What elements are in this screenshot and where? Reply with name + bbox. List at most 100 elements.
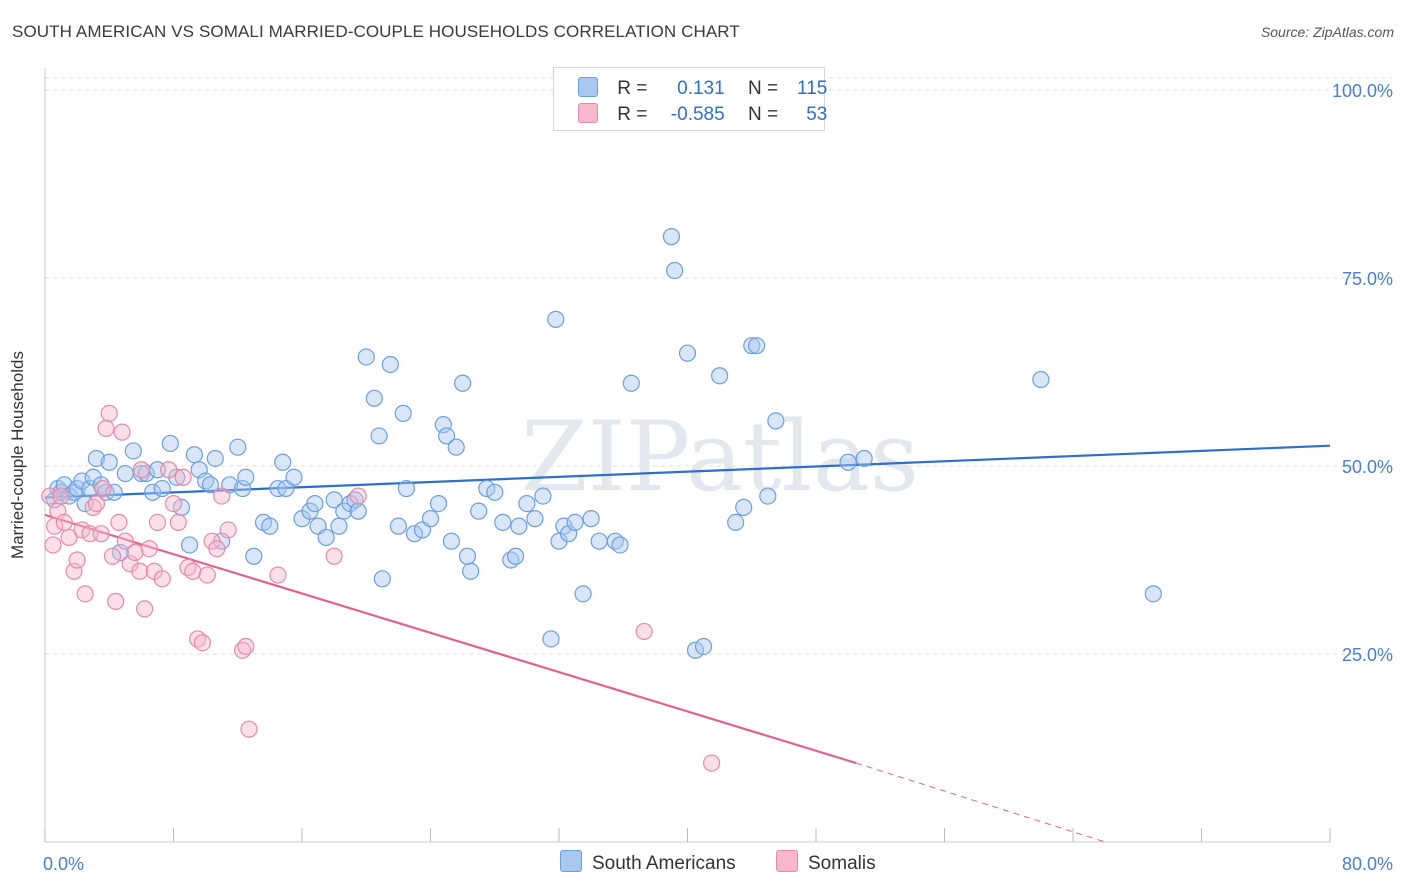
- point-somali: [237, 637, 255, 656]
- point-south-american: [100, 453, 118, 471]
- chart-title: SOUTH AMERICAN VS SOMALI MARRIED-COUPLE …: [12, 22, 740, 41]
- point-south-american: [144, 483, 162, 501]
- point-south-american: [759, 487, 777, 505]
- point-somali: [126, 543, 144, 562]
- point-somali: [97, 419, 115, 437]
- legend-r-value: -0.585: [670, 104, 725, 125]
- point-somali: [68, 551, 86, 569]
- axes: [44, 68, 1331, 843]
- series-swatch-pink: [776, 850, 798, 872]
- legend-n-value: 115: [797, 78, 828, 99]
- point-south-american: [373, 570, 391, 588]
- y-tick-label: 25.0%: [1342, 645, 1393, 665]
- series-label: Somalis: [808, 853, 876, 874]
- legend-r-value: 0.131: [677, 78, 725, 99]
- point-south-american: [132, 464, 150, 483]
- point-south-american: [330, 517, 348, 535]
- point-south-american: [442, 532, 460, 550]
- point-somali: [44, 536, 62, 554]
- point-south-american: [185, 446, 203, 464]
- point-south-american: [206, 449, 224, 468]
- point-south-american: [365, 389, 383, 407]
- point-south-american: [370, 427, 388, 445]
- point-somali: [349, 487, 367, 505]
- point-south-american: [574, 585, 592, 603]
- point-south-american: [454, 374, 472, 392]
- y-tick-label: 75.0%: [1342, 269, 1393, 289]
- x-tick-label: 0.0%: [43, 854, 84, 874]
- point-south-american: [274, 453, 292, 471]
- series-swatch-blue: [560, 850, 582, 872]
- point-somali: [148, 513, 167, 532]
- point-somali: [140, 540, 159, 558]
- point-somali: [219, 521, 237, 539]
- point-somali: [94, 479, 112, 498]
- point-south-american: [462, 562, 480, 580]
- point-south-american: [405, 525, 424, 543]
- point-south-american: [237, 468, 255, 486]
- point-south-american: [686, 641, 705, 659]
- point-south-american: [111, 543, 130, 562]
- series-legend-south-americans[interactable]: South Americans: [560, 850, 736, 875]
- point-south-american: [317, 528, 335, 547]
- point-south-american: [437, 427, 456, 445]
- point-south-american: [566, 513, 584, 532]
- legend-swatch-pink: [578, 103, 598, 123]
- point-somali: [103, 547, 122, 565]
- point-south-american: [542, 630, 560, 648]
- point-somali: [153, 570, 171, 588]
- point-south-american: [180, 536, 199, 554]
- point-south-american: [743, 337, 761, 355]
- point-south-american: [611, 536, 629, 554]
- point-south-american: [767, 412, 785, 430]
- point-somali: [113, 423, 131, 441]
- point-south-american: [389, 517, 407, 535]
- point-south-american: [357, 348, 375, 366]
- point-south-american: [229, 438, 247, 456]
- point-south-american: [429, 495, 448, 513]
- point-south-american: [486, 483, 504, 501]
- point-south-american: [547, 310, 565, 328]
- point-south-american: [478, 479, 496, 498]
- point-south-american: [153, 479, 171, 498]
- point-somali: [193, 634, 212, 652]
- legend-n-label: N =: [747, 104, 779, 125]
- point-somali: [164, 495, 183, 513]
- point-south-american: [245, 547, 263, 565]
- point-somali: [635, 622, 653, 641]
- point-somali: [269, 566, 287, 584]
- point-somali: [73, 521, 91, 539]
- point-south-american: [1032, 370, 1050, 389]
- legend-row-south-americans: R = 0.131 N = 115: [578, 77, 827, 101]
- point-somali: [131, 562, 149, 580]
- point-south-american: [458, 547, 477, 565]
- data-points: [41, 228, 1162, 772]
- point-south-american: [285, 468, 303, 486]
- point-south-american: [735, 498, 753, 516]
- legend-r-label: R =: [617, 78, 648, 99]
- series-legend-somalis[interactable]: Somalis: [776, 850, 876, 875]
- point-south-american: [381, 355, 399, 374]
- point-somali: [702, 754, 721, 772]
- point-south-american: [470, 502, 488, 520]
- trend-lines: [44, 444, 1331, 843]
- point-south-american: [261, 517, 279, 535]
- legend-row-somalis: R = -0.585 N = 53: [578, 103, 827, 127]
- point-south-american: [394, 404, 412, 422]
- point-south-american: [201, 476, 220, 494]
- legend-swatch-blue: [578, 77, 598, 97]
- point-south-american: [105, 483, 123, 501]
- point-south-american: [494, 513, 512, 532]
- trendline-somalis-extension: [856, 762, 1106, 843]
- point-south-american: [518, 495, 536, 513]
- watermark: ZIPatlas: [521, 401, 919, 513]
- y-tick-label: 100.0%: [1332, 81, 1393, 101]
- point-south-american: [590, 532, 608, 550]
- point-somali: [208, 540, 226, 558]
- point-somali: [132, 461, 150, 479]
- point-somali: [65, 562, 83, 580]
- point-south-american: [839, 453, 857, 471]
- point-south-american: [233, 479, 252, 498]
- point-south-american: [510, 517, 528, 535]
- point-south-american: [306, 495, 324, 513]
